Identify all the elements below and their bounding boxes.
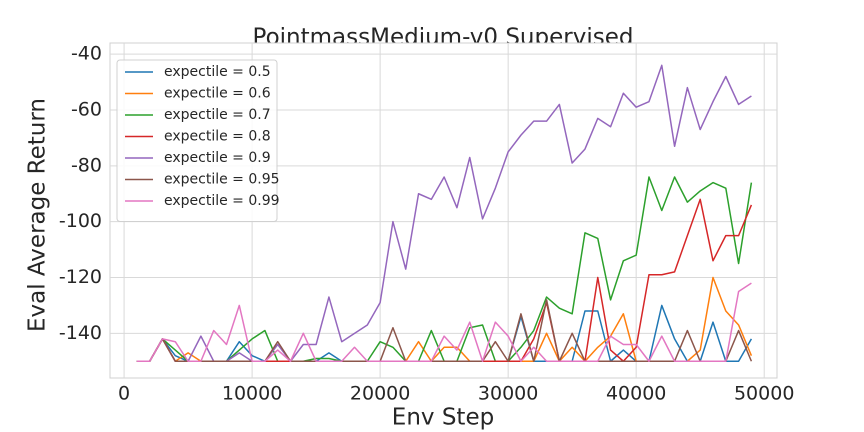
- legend-label: expectile = 0.95: [164, 172, 280, 188]
- y-tick-label: -40: [71, 43, 102, 65]
- legend: expectile = 0.5 expectile = 0.6 expectile …: [116, 59, 280, 222]
- legend-label: expectile = 0.8: [164, 129, 271, 145]
- legend-label: expectile = 0.9: [164, 150, 271, 166]
- x-tick-label: 10000: [222, 383, 282, 405]
- y-axis-label: Eval Average Return: [25, 98, 51, 332]
- x-tick-label: 0: [118, 383, 130, 405]
- y-tick-label: -80: [71, 154, 102, 176]
- y-tick-label: -60: [71, 99, 102, 121]
- x-axis-label: Env Step: [392, 405, 494, 431]
- series-line: [136, 282, 752, 362]
- y-tick-label: -100: [59, 210, 102, 232]
- legend-label: expectile = 0.6: [164, 86, 271, 102]
- legend-label: expectile = 0.5: [164, 64, 271, 80]
- x-tick-label: 30000: [478, 383, 538, 405]
- y-tick-label: -120: [59, 266, 102, 288]
- y-tick-label: -140: [59, 322, 102, 344]
- legend-label: expectile = 0.99: [164, 193, 280, 209]
- series-line: [136, 64, 752, 362]
- x-tick-label: 40000: [606, 383, 666, 405]
- legend-box: [116, 59, 278, 222]
- legend-label: expectile = 0.7: [164, 107, 271, 123]
- x-tick-label: 20000: [350, 383, 410, 405]
- x-tick-label: 50000: [734, 383, 794, 405]
